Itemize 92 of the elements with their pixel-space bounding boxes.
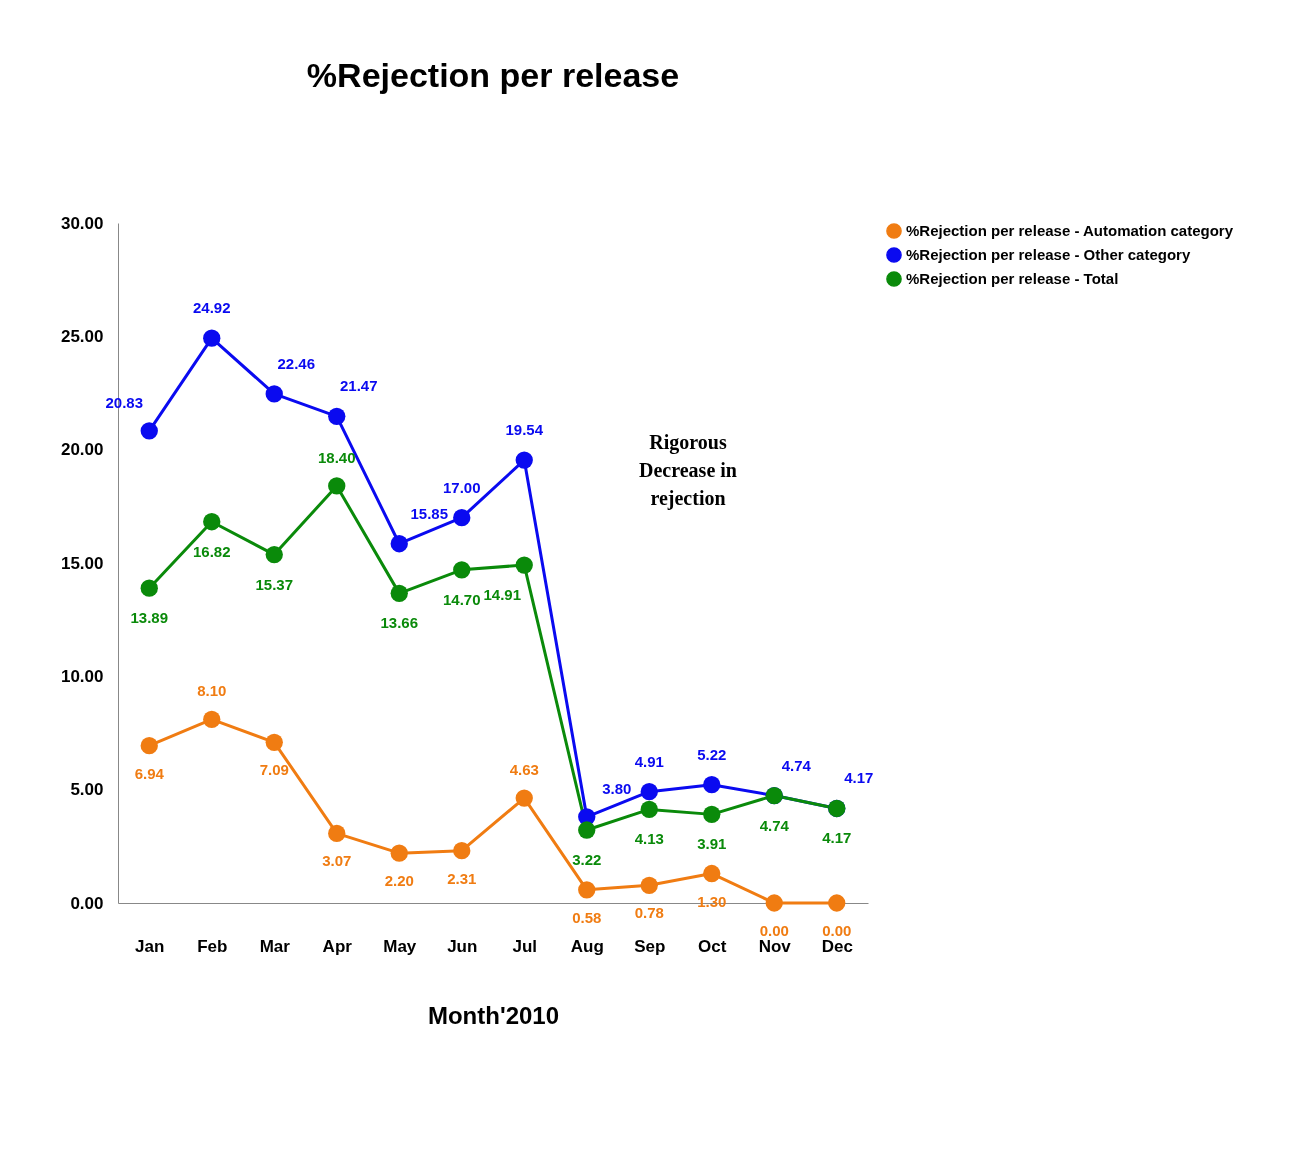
point <box>140 737 158 755</box>
y-tick-label: 30.00 <box>60 213 104 233</box>
data-label: 4.17 <box>844 769 874 787</box>
point <box>703 864 721 883</box>
x-tick-label: Apr <box>322 936 353 956</box>
data-label: 0.58 <box>572 908 602 926</box>
data-label: 2.20 <box>384 872 414 890</box>
data-label: 14.91 <box>483 586 522 604</box>
point <box>328 407 346 425</box>
point <box>390 535 408 553</box>
point <box>203 710 221 729</box>
x-tick-label: Dec <box>821 936 853 956</box>
point <box>328 477 346 495</box>
data-label: 24.92 <box>192 299 231 317</box>
point <box>703 776 721 794</box>
x-tick-label: Jul <box>512 936 538 956</box>
x-tick-label: Aug <box>570 936 604 956</box>
data-label: 21.47 <box>339 377 378 395</box>
point <box>453 561 471 579</box>
data-label: 17.00 <box>442 478 481 496</box>
data-label: 3.22 <box>572 851 602 869</box>
point <box>640 783 658 801</box>
point <box>453 509 471 527</box>
x-tick-label: Mar <box>259 936 291 956</box>
data-label: 20.83 <box>105 393 144 411</box>
data-label: 2.31 <box>447 869 477 887</box>
point <box>515 451 533 469</box>
x-tick-label: May <box>383 936 417 956</box>
data-label: 4.74 <box>759 816 790 834</box>
y-tick-label: 10.00 <box>60 666 104 686</box>
point <box>265 385 283 403</box>
point <box>390 844 408 862</box>
x-axis-title: Month'2010 <box>427 1001 560 1029</box>
data-label: 22.46 <box>277 354 316 372</box>
point <box>265 545 283 564</box>
data-label: 5.22 <box>697 745 727 763</box>
legend-label: %Rejection per release - Other category <box>906 246 1191 263</box>
y-tick-label: 5.00 <box>70 780 104 800</box>
y-tick-label: 25.00 <box>60 326 104 346</box>
data-label: 4.74 <box>781 756 812 774</box>
x-tick-label: Oct <box>698 936 727 956</box>
point <box>515 789 533 807</box>
y-tick-label: 15.00 <box>60 553 104 573</box>
data-label: 3.80 <box>602 779 632 797</box>
data-label: 16.82 <box>192 542 231 560</box>
point <box>203 329 221 347</box>
data-label: 15.85 <box>410 504 449 522</box>
data-label: 3.91 <box>697 835 727 853</box>
point <box>140 422 158 440</box>
y-tick-label: 0.00 <box>70 893 104 913</box>
data-label: 8.10 <box>197 682 227 700</box>
point <box>578 881 596 899</box>
point <box>203 513 221 531</box>
x-tick-label: Sep <box>634 936 666 956</box>
data-label: 7.09 <box>259 761 289 779</box>
chart-title: %Rejection per release <box>306 56 680 94</box>
data-label: 0.00 <box>822 922 852 939</box>
point <box>828 894 846 912</box>
data-label: 0.00 <box>759 922 789 939</box>
point <box>328 824 346 843</box>
point <box>703 805 721 824</box>
legend-label: %Rejection per release - Total <box>906 270 1119 287</box>
data-label: 19.54 <box>505 421 544 439</box>
point <box>140 579 158 597</box>
data-label: 4.63 <box>509 761 539 779</box>
point <box>765 894 783 912</box>
x-tick-label: Nov <box>758 936 792 956</box>
x-tick-label: Jun <box>447 936 478 956</box>
point <box>390 584 408 603</box>
x-tick-label: Jan <box>135 936 165 956</box>
data-label: 15.37 <box>255 575 294 593</box>
point <box>515 556 533 574</box>
point <box>265 733 283 751</box>
data-label: 1.30 <box>697 892 727 910</box>
point <box>640 876 658 894</box>
y-tick-label: 20.00 <box>60 440 104 460</box>
data-label: 13.66 <box>380 614 419 632</box>
data-label: 3.07 <box>322 852 352 870</box>
legend-label: %Rejection per release - Automation category <box>906 222 1234 239</box>
data-label: 13.89 <box>130 609 169 627</box>
data-label: 18.40 <box>317 448 356 466</box>
annotation: Rigorous Decrease in rejection <box>639 431 737 510</box>
point <box>453 842 471 860</box>
point <box>578 821 596 839</box>
data-label: 4.91 <box>634 752 664 770</box>
x-tick-label: Feb <box>197 936 228 956</box>
data-label: 6.94 <box>134 764 165 782</box>
data-label: 0.78 <box>634 904 664 922</box>
data-label: 4.17 <box>822 829 852 847</box>
point <box>640 800 658 819</box>
data-label: 4.13 <box>634 830 664 848</box>
data-label: 14.70 <box>442 590 481 608</box>
